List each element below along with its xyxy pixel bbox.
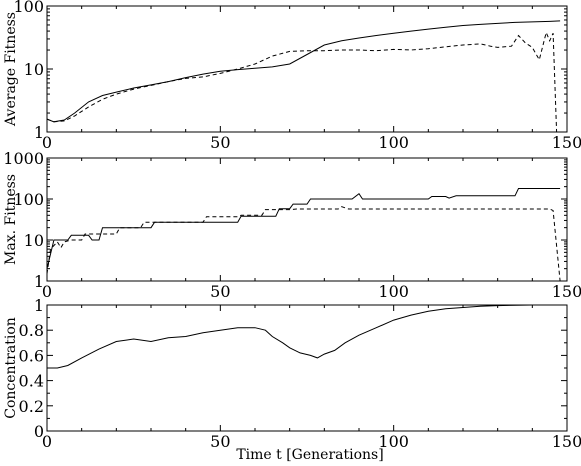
y-tick-label: 100: [13, 190, 44, 209]
y-tick-label: 0.2: [19, 397, 44, 416]
y-tick-label: 1: [34, 272, 44, 291]
y-tick-label: 10: [24, 60, 44, 79]
x-tick-label: 150: [552, 133, 581, 152]
y-tick-label: 1: [34, 296, 44, 315]
x-tick-label: 100: [378, 133, 409, 152]
concentration-y-axis-label: Concentration: [3, 317, 19, 419]
y-tick-label: 0.8: [19, 321, 44, 340]
x-tick-label: 0: [42, 133, 52, 152]
average-fitness-series-solid-line: [46, 20, 561, 123]
x-tick-label: 0: [42, 432, 52, 451]
average-fitness-plot-frame: [46, 5, 568, 133]
y-tick-label: 0.6: [19, 346, 44, 365]
y-tick-label: 10: [24, 231, 44, 250]
x-tick-label: 50: [210, 282, 230, 301]
max-fitness-panel: 0 50 100 150 1 10 100 1000 Max. Fitness: [3, 149, 581, 301]
x-tick-label: 150: [552, 282, 581, 301]
x-tick-label: 0: [42, 282, 52, 301]
average-fitness-series-dashed-line: [46, 30, 558, 133]
y-tick-label: 1000: [3, 149, 44, 168]
y-tick-label: 100: [13, 0, 44, 16]
concentration-plot-frame: [46, 304, 568, 432]
x-tick-label: 100: [378, 432, 409, 451]
y-tick-label: 0.4: [19, 372, 44, 391]
max-fitness-series-solid-line: [46, 188, 561, 269]
concentration-panel: 0 50 100 150 0 0.2 0.4 0.6 0.8 1 Concentration: [3, 296, 581, 451]
x-axis-label: Time t [Generations]: [236, 447, 383, 463]
y-tick-label: 0: [34, 422, 44, 441]
x-tick-label: 50: [210, 432, 230, 451]
max-fitness-y-axis-label: Max. Fitness: [3, 174, 19, 265]
x-tick-label: 150: [552, 432, 581, 451]
x-tick-label: 50: [210, 133, 230, 152]
max-fitness-plot-frame: [46, 157, 568, 282]
y-tick-label: 1: [34, 123, 44, 142]
max-fitness-series-dashed-line: [46, 206, 561, 282]
concentration-series-solid-line: [47, 304, 561, 369]
x-tick-label: 100: [378, 282, 409, 301]
average-fitness-y-axis-label: Average Fitness: [3, 12, 19, 127]
